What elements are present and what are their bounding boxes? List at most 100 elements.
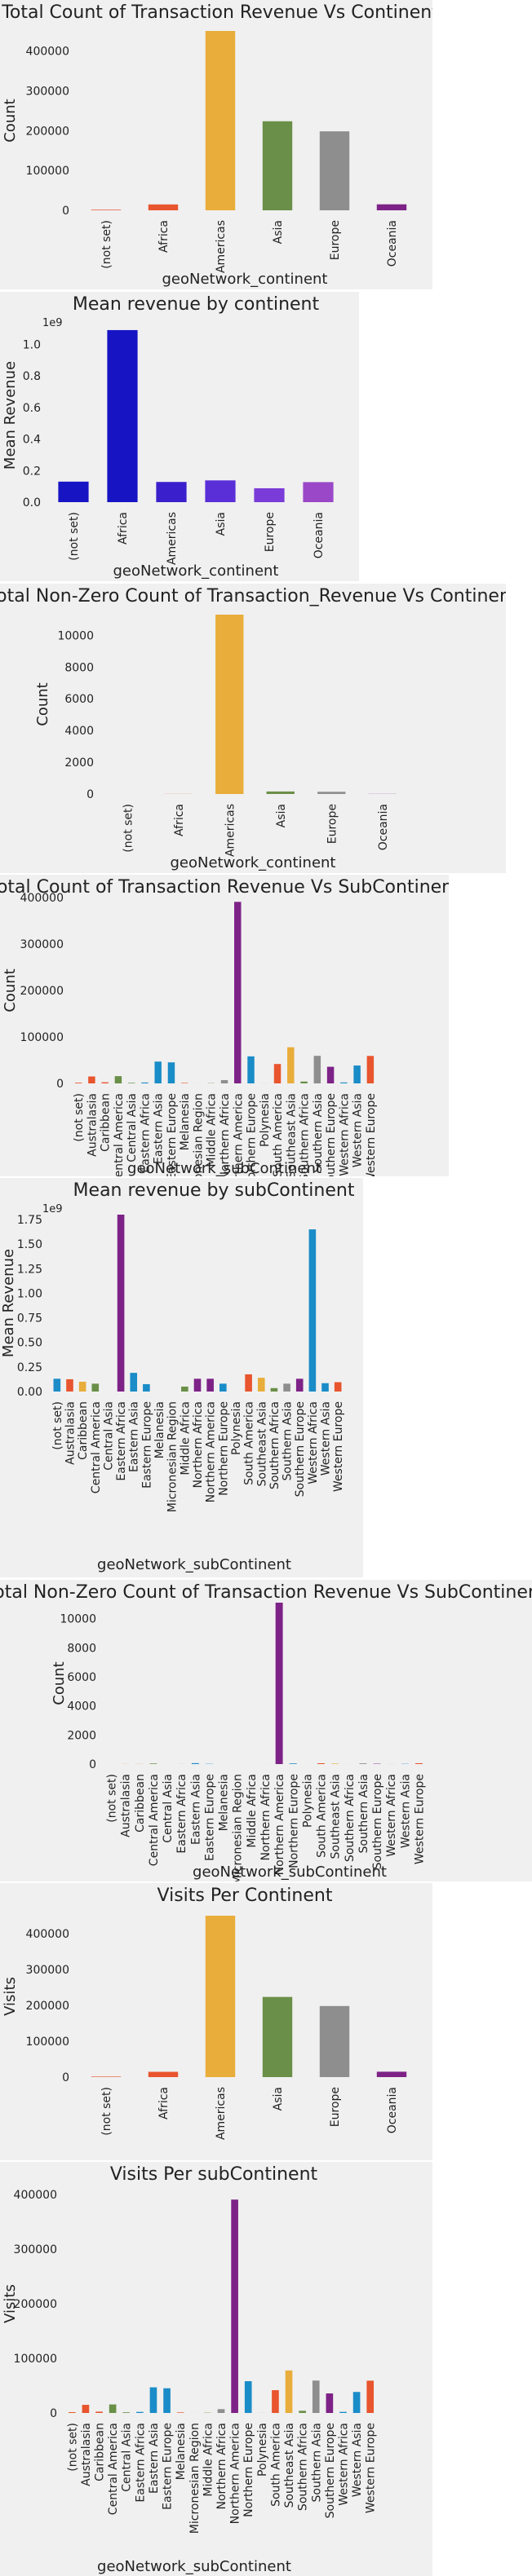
x-tick-label: Americas (224, 804, 237, 857)
bar (272, 2390, 279, 2413)
chart-title: Total Count of Transaction Revenue Vs Su… (0, 877, 449, 898)
bar (234, 902, 242, 1083)
bar (91, 1383, 100, 1392)
y-tick-label: 1.0 (23, 338, 41, 351)
y-tick-label: 1.25 (17, 1263, 42, 1276)
x-tick-label: Europe (326, 804, 339, 844)
x-tick-label: Eastern Europe (140, 1401, 153, 1489)
x-tick-label: Southern Asia (312, 1093, 325, 1172)
y-tick-label: 300000 (26, 1964, 69, 1977)
y-tick-label: 200000 (26, 125, 69, 138)
x-tick-label: Africa (117, 512, 130, 545)
y-tick-label: 8000 (67, 1642, 96, 1655)
y-tick-label: 100000 (14, 2353, 57, 2366)
chart-panel-1: Total Count of Transaction Revenue Vs Co… (0, 0, 432, 289)
x-tick-label: (not set) (66, 2423, 79, 2472)
x-tick-label: Micronesian Region (166, 1401, 180, 1512)
bar (114, 1076, 122, 1083)
y-tick-label: 0 (50, 2407, 57, 2420)
x-tick-label: Southern Africa (268, 1401, 282, 1489)
x-tick-label: Asia (275, 804, 288, 827)
bar (91, 2076, 122, 2077)
chart-title: Total Non-Zero Count of Transaction_Reve… (0, 586, 506, 607)
chart-panel-3: Total Non-Zero Count of Transaction_Reve… (0, 584, 506, 873)
x-tick-label: Asia (215, 512, 228, 536)
x-tick-label: South America (269, 2423, 282, 2507)
x-tick-label: Southeast Asia (283, 2423, 296, 2508)
x-tick-label: Eastern Asia (189, 1774, 202, 1845)
x-tick-label: Oceania (313, 512, 326, 558)
x-tick-label: Northern Europe (217, 1401, 230, 1496)
x-tick-label: (not set) (68, 512, 81, 561)
x-tick-label: Caribbean (94, 2423, 107, 2481)
bar (215, 615, 244, 794)
chart-title: Mean revenue by subContinent (73, 1180, 355, 1201)
y-tick-label: 1.50 (17, 1238, 42, 1251)
x-tick-label: Western Africa (338, 1093, 351, 1176)
y-tick-label: 0.25 (17, 1361, 42, 1374)
x-tick-label: Central America (113, 1093, 126, 1176)
x-tick-label: Middle Africa (206, 1093, 219, 1167)
y-tick-label: 1.00 (17, 1287, 42, 1300)
bar (366, 1056, 375, 1083)
x-tick-label: Africa (157, 2087, 171, 2119)
x-tick-label: Micronesian Region (192, 1093, 205, 1176)
bar (331, 1763, 339, 1764)
bar (220, 1080, 228, 1083)
x-tick-label: Western Europe (332, 1401, 345, 1492)
y-tick-label: 0 (86, 788, 94, 801)
x-tick-label: (not set) (122, 804, 135, 853)
bar (122, 2412, 131, 2413)
bar (262, 121, 293, 210)
bar (295, 1378, 304, 1392)
x-tick-label: Southeast Asia (330, 1774, 343, 1859)
bar (326, 2393, 334, 2413)
y-axis-label: Count (2, 99, 19, 142)
x-tick-label: Northern Africa (192, 1401, 205, 1489)
y-tick-label: 400000 (14, 2189, 57, 2202)
bar (88, 1076, 95, 1083)
y-axis-label: Mean Revenue (2, 361, 19, 470)
x-tick-label: (not set) (106, 1774, 119, 1823)
bar (154, 1061, 162, 1083)
x-tick-label: Australasia (80, 2423, 93, 2486)
x-tick-label: Southern Europe (325, 1093, 338, 1176)
x-tick-label: Melanesia (218, 1774, 231, 1831)
x-tick-label: Southern Africa (297, 2423, 310, 2511)
x-tick-label: Southern Asia (357, 1774, 370, 1853)
x-tick-label: Caribbean (100, 1093, 113, 1152)
y-tick-label: 0.0 (23, 496, 41, 509)
chart-panel-6: Total Non-Zero Count of Transaction Reve… (0, 1580, 532, 1881)
bar (308, 1229, 317, 1392)
x-tick-label: Oceania (386, 2087, 399, 2133)
x-tick-label: Eastern Europe (166, 1093, 179, 1176)
bar (313, 1056, 321, 1083)
y-tick-label: 100000 (26, 2036, 69, 2049)
x-tick-label: Americas (166, 512, 179, 565)
y-tick-label: 6000 (64, 693, 94, 706)
x-tick-label: Western Europe (365, 2423, 378, 2513)
bar (148, 204, 179, 210)
x-tick-label: Western Asia (399, 1774, 412, 1848)
y-tick-label: 0 (62, 2071, 69, 2084)
bar (339, 2411, 347, 2413)
y-tick-label: 0.00 (17, 1386, 42, 1399)
bar (244, 2381, 252, 2413)
x-tick-label: Middle Africa (179, 1401, 192, 1475)
bar (300, 1081, 308, 1083)
y-tick-label: 0 (56, 1078, 64, 1091)
x-tick-label: Eastern Europe (203, 1774, 216, 1861)
chart-7: Visits Per Continent 0 100000 200000 300000… (2, 1886, 407, 2140)
x-tick-label: Central America (148, 1774, 161, 1866)
x-tick-label: South America (316, 1774, 329, 1858)
x-tick-label: (not set) (51, 1401, 64, 1450)
bar (266, 791, 295, 794)
bar (303, 482, 334, 502)
bar (366, 2380, 375, 2413)
x-tick-label: South America (243, 1401, 256, 1485)
x-tick-label: Europe (329, 220, 342, 260)
bar (273, 1064, 282, 1083)
bar (254, 487, 285, 502)
bar (352, 2392, 361, 2413)
bar (270, 1387, 278, 1392)
